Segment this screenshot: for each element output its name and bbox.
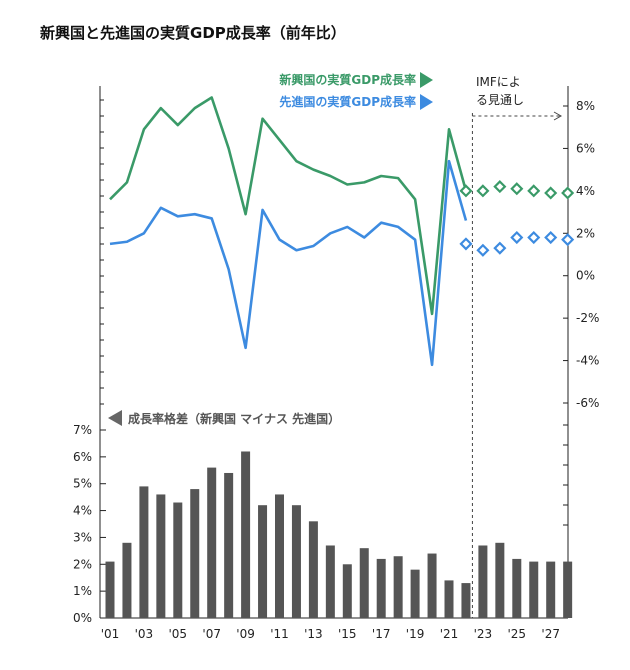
x-axis-tick-label: '07 xyxy=(202,627,221,641)
bar xyxy=(190,489,200,618)
x-axis-tick-label: '25 xyxy=(508,627,527,641)
bar xyxy=(563,561,573,618)
forecast-marker xyxy=(527,230,541,245)
right-axis-tick-label: -2% xyxy=(576,311,599,325)
left-axis-tick-label: 1% xyxy=(73,584,92,598)
bar xyxy=(207,467,217,618)
axes xyxy=(99,86,569,619)
bar xyxy=(291,505,301,618)
left-axis-tick-label: 4% xyxy=(73,504,92,518)
right-axis-tick-label: 6% xyxy=(576,141,595,155)
bar xyxy=(359,548,369,618)
x-axis-tick-label: '05 xyxy=(169,627,188,641)
legend-emerging-arrow-icon xyxy=(420,72,433,88)
bar xyxy=(122,542,132,618)
forecast-label-line1: IMFによ xyxy=(476,75,521,89)
bar xyxy=(308,521,318,618)
bar xyxy=(241,451,251,618)
forecast-marker xyxy=(493,241,507,255)
bar xyxy=(546,561,556,618)
bar xyxy=(495,542,505,618)
bar xyxy=(275,494,284,618)
forecast-label-line2: る見通し xyxy=(476,93,524,107)
bar xyxy=(325,545,335,618)
bar xyxy=(376,558,386,618)
tick-labels: 8% 6% 4% 2% 0% -2% -4% -6% 7% 6% 5% 4% 3% 2% 1% 0% '01 '0… xyxy=(73,99,599,641)
forecast-marker xyxy=(544,230,558,245)
bar xyxy=(224,472,234,618)
forecast-marker xyxy=(493,180,507,194)
left-axis-tick-label: 7% xyxy=(73,423,92,437)
legend-advanced-arrow-icon xyxy=(420,94,433,110)
x-axis-tick-label: '23 xyxy=(474,627,493,641)
forecast-marker xyxy=(459,237,473,251)
right-axis-tick-label: -6% xyxy=(576,396,599,410)
forecast-marker xyxy=(561,186,575,200)
x-axis-tick-label: '03 xyxy=(135,627,154,641)
bar xyxy=(444,580,454,618)
x-axis-tick-label: '17 xyxy=(372,627,391,641)
bar xyxy=(173,502,183,618)
x-axis-tick-label: '01 xyxy=(101,627,120,641)
x-axis-tick-label: '09 xyxy=(236,627,255,641)
legend-advanced: 先進国の実質GDP成長率 xyxy=(279,94,416,109)
forecast-marker xyxy=(544,186,558,200)
x-axis-tick-label: '21 xyxy=(440,627,459,641)
left-axis-tick-label: 2% xyxy=(73,557,92,571)
bar xyxy=(105,561,115,618)
forecast-marker xyxy=(561,233,575,247)
forecast-marker xyxy=(476,243,490,257)
right-axis-tick-label: 0% xyxy=(576,269,595,283)
forecast-marker xyxy=(510,230,524,245)
bar xyxy=(478,545,488,618)
spread-label: 成長率格差（新興国 マイナス 先進国） xyxy=(128,411,340,426)
x-axis-tick-label: '27 xyxy=(541,627,560,641)
bar xyxy=(156,494,166,618)
right-axis-tick-label: 8% xyxy=(576,99,595,113)
x-axis-tick-label: '19 xyxy=(406,627,425,641)
series-line-0 xyxy=(109,96,468,316)
bar xyxy=(461,583,471,618)
bar xyxy=(342,564,352,618)
bar-series xyxy=(105,451,573,618)
left-axis-tick-label: 3% xyxy=(73,530,92,544)
left-axis-tick-label: 6% xyxy=(73,450,92,464)
forecast-marker xyxy=(527,184,541,198)
forecast-marker xyxy=(510,182,524,196)
left-axis-tick-label: 0% xyxy=(73,611,92,625)
bar xyxy=(512,558,522,618)
right-axis-tick-label: 2% xyxy=(576,226,595,240)
bar xyxy=(139,486,149,618)
chart-title: 新興国と先進国の実質GDP成長率（前年比） xyxy=(40,24,346,42)
x-axis-tick-label: '15 xyxy=(338,627,357,641)
series-line-1 xyxy=(109,159,468,367)
forecast-marker xyxy=(476,184,490,198)
forecast-marker xyxy=(459,184,473,198)
bar xyxy=(427,553,437,618)
forecast-arrow-head-icon xyxy=(553,111,563,121)
spread-arrow-icon xyxy=(108,410,122,426)
bar xyxy=(529,561,539,618)
right-axis-tick-label: -4% xyxy=(576,354,599,368)
bar xyxy=(393,556,403,618)
line-series xyxy=(109,96,575,367)
bar xyxy=(258,505,268,618)
legend-emerging: 新興国の実質GDP成長率 xyxy=(279,72,416,87)
right-axis-tick-label: 4% xyxy=(576,184,595,198)
x-axis-tick-label: '13 xyxy=(304,627,323,641)
x-axis-tick-label: '11 xyxy=(270,627,289,641)
left-axis-tick-label: 5% xyxy=(73,477,92,491)
bar xyxy=(410,569,420,618)
